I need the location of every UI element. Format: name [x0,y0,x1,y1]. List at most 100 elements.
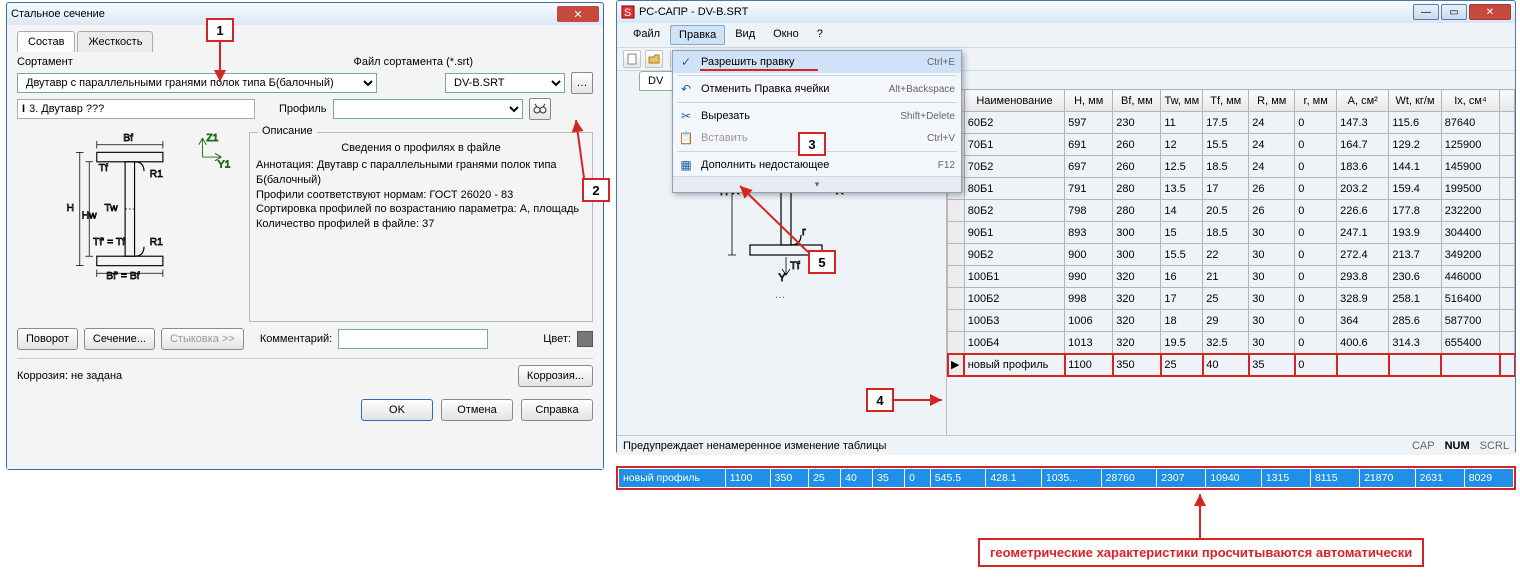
table-row[interactable]: 100Б29983201725300328.9258.1516400 [948,288,1515,310]
corrosion-label: Коррозия: не задана [17,370,122,382]
computed-row: новый профиль11003502540350545.5428.1103… [619,469,1514,488]
edit-menu-dropdown: ✓ Разрешить правку Ctrl+E ↶ Отменить Пра… [672,50,962,193]
color-swatch[interactable] [577,331,593,347]
menu-edit[interactable]: Правка [670,25,725,45]
section-button[interactable]: Сечение... [84,328,155,350]
svg-text:Z1: Z1 [206,133,218,144]
col-header[interactable]: A, см² [1337,90,1389,112]
file-ellipsis-button[interactable]: … [571,72,593,94]
file-combo[interactable]: DV-B.SRT [445,73,565,93]
minimize-button[interactable]: — [1413,4,1439,20]
menu-view[interactable]: Вид [727,25,763,45]
svg-text:H: H [67,203,75,214]
col-header[interactable]: Tf, мм [1203,90,1249,112]
svg-text:Hw: Hw [82,210,97,221]
profile-item-box: I 3. Двутавр ??? [17,99,255,119]
table-row[interactable]: 90Б290030015.522300272.4213.7349200 [948,244,1515,266]
close-icon[interactable]: ✕ [557,6,599,22]
callout-4: 4 [866,388,894,412]
svg-text:Bf: Bf [123,133,133,144]
svg-text:Tf: Tf [790,260,801,272]
status-text: Предупреждает ненамеренное изменение таб… [623,440,886,452]
dialog-title: Стальное сечение [11,8,557,20]
color-label: Цвет: [543,333,571,345]
status-cap: CAP [1412,440,1435,452]
menu-cut[interactable]: ✂ Вырезать Shift+Delete [673,105,961,127]
menubar: Файл Правка Вид Окно ? [617,23,1515,48]
profile-combo[interactable] [333,99,523,119]
col-header[interactable]: Bf, мм [1113,90,1161,112]
status-scrl: SCRL [1480,440,1509,452]
help-button[interactable]: Справка [521,399,593,421]
data-grid[interactable]: НаименованиеH, ммBf, ммTw, ммTf, ммR, мм… [947,89,1515,376]
col-header[interactable]: H, мм [1065,90,1113,112]
dialog-titlebar: Стальное сечение ✕ [7,3,603,25]
description-text: Сведения о профилях в файле Аннотация: Д… [256,141,586,232]
cancel-button[interactable]: Отмена [441,399,513,421]
col-header[interactable] [1500,90,1515,112]
svg-text:Tw: Tw [104,203,118,214]
scissors-icon: ✂ [677,109,695,123]
sortament-combo[interactable]: Двутавр с параллельными гранями полок ти… [17,73,377,93]
table-row[interactable]: 100Б19903201621300293.8230.6446000 [948,266,1515,288]
table-row[interactable]: 80Б27982801420.5260226.6177.8232200 [948,200,1515,222]
tab-composition[interactable]: Состав [17,31,75,52]
col-header[interactable]: Wt, кг/м [1389,90,1441,112]
comment-input[interactable] [338,329,488,349]
callout-3: 3 [798,132,826,156]
window-close-button[interactable]: ✕ [1469,4,1511,20]
table-row[interactable]: 70Б269726012.518.5240183.6144.1145900 [948,156,1515,178]
table-row[interactable]: 100Б310063201829300364285.6587700 [948,310,1515,332]
new-profile-row[interactable]: ▶новый профиль11003502540350 [948,354,1515,376]
rotate-button[interactable]: Поворот [17,328,78,350]
menu-fill-missing[interactable]: ▦ Дополнить недостающее F12 [673,154,961,176]
svg-text:R1: R1 [150,169,163,180]
menu-undo[interactable]: ↶ Отменить Правка ячейки Alt+Backspace [673,78,961,100]
table-row[interactable]: 100Б4101332019.532.5300400.6314.3655400 [948,332,1515,354]
file-label: Файл сортамента (*.srt) [354,56,473,68]
bottom-caption: геометрические характеристики просчитыва… [978,538,1424,567]
menu-expand-icon[interactable]: ▾ [673,176,961,192]
document-tab[interactable]: DV [639,71,676,91]
menu-allow-edit[interactable]: ✓ Разрешить правку Ctrl+E [673,51,961,73]
fill-icon: ▦ [677,158,695,172]
maximize-button[interactable]: ▭ [1441,4,1467,20]
col-header[interactable]: Наименование [964,90,1064,112]
menu-window[interactable]: Окно [765,25,807,45]
steel-section-dialog: Стальное сечение ✕ Состав Жесткость Сорт… [6,2,604,470]
new-icon[interactable] [623,50,641,68]
profile-item-label: 3. Двутавр ??? [29,103,104,115]
callout-1: 1 [206,18,234,42]
menu-help[interactable]: ? [809,25,831,45]
computed-row-table: новый профиль11003502540350545.5428.1103… [618,468,1514,488]
corrosion-button[interactable]: Коррозия... [518,365,593,387]
tab-stiffness[interactable]: Жесткость [77,31,153,52]
table-row[interactable]: 90Б18933001518.5300247.1193.9304400 [948,222,1515,244]
col-header[interactable]: r, мм [1295,90,1337,112]
open-icon[interactable] [645,50,663,68]
ok-button[interactable]: OK [361,399,433,421]
table-row[interactable]: 70Б16912601215.5240164.7129.2125900 [948,134,1515,156]
main-titlebar: S РС-САПР - DV-B.SRT — ▭ ✕ [617,1,1515,23]
col-header[interactable]: Tw, мм [1161,90,1203,112]
data-grid-wrap: НаименованиеH, ммBf, ммTw, ммTf, ммR, мм… [947,71,1515,435]
svg-text:Tf: Tf [99,163,108,174]
paste-icon: 📋 [677,131,695,145]
status-num: NUM [1445,440,1470,452]
sortament-label: Сортамент [17,56,73,68]
app-icon: S [621,5,635,19]
menu-file[interactable]: Файл [625,25,668,45]
undo-icon: ↶ [677,82,695,96]
profile-label: Профиль [279,103,327,115]
col-header[interactable]: Ix, см⁴ [1441,90,1500,112]
ibeam-icon: I [22,103,25,115]
svg-text:Tf' = Tf: Tf' = Tf [93,237,125,248]
svg-text:r: r [802,226,806,238]
table-row[interactable]: 60Б25972301117.5240147.3115.687640 [948,112,1515,134]
callout-5: 5 [808,250,836,274]
table-row[interactable]: 80Б179128013.517260203.2159.4199500 [948,178,1515,200]
paginator-dots: … [623,289,940,301]
binoculars-button[interactable] [529,98,551,120]
svg-text:Y: Y [778,272,786,283]
col-header[interactable]: R, мм [1249,90,1295,112]
